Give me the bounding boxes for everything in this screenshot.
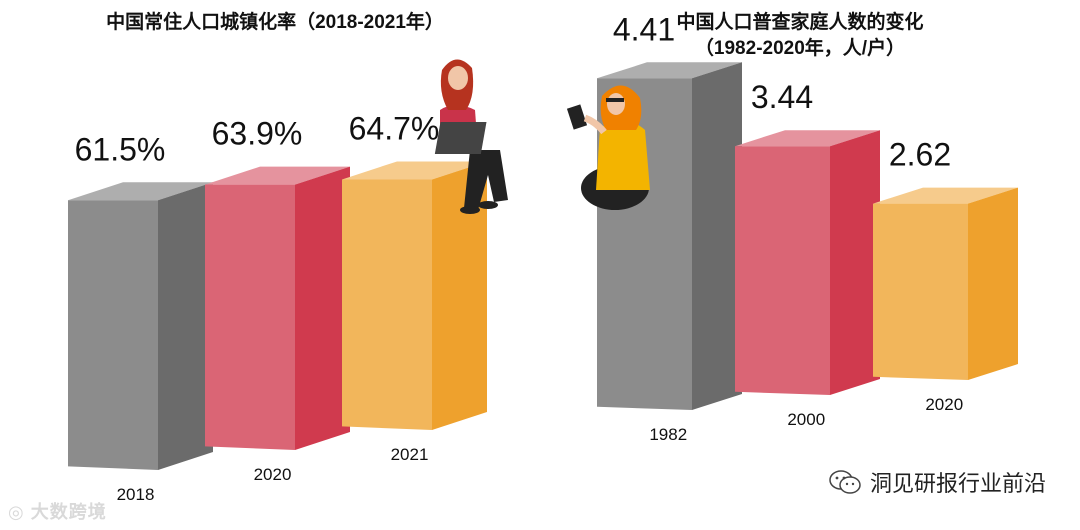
logo-icon: ◎ [8, 502, 25, 522]
category-label-urbanization-2020: 2020 [254, 465, 292, 484]
value-label-urbanization-2018: 61.5% [75, 131, 166, 167]
bar-front-face [68, 200, 158, 470]
bar-household-1982: 4.41 1982 [597, 11, 742, 444]
watermark-right-text: 洞见研报行业前沿 [869, 471, 1046, 496]
woman-laptop-illustration [434, 59, 508, 214]
chart-title-household-main: 中国人口普查家庭人数的变化 [676, 12, 924, 33]
category-label-household-2020: 2020 [925, 395, 963, 414]
category-label-household-2000: 2000 [787, 410, 825, 429]
bar-urbanization-2021: 64.7% 2021 [342, 110, 487, 464]
wechat-icon [828, 469, 862, 495]
bar-side-face [432, 161, 487, 430]
bar-front-face [735, 146, 830, 395]
bar-household-2000: 3.44 2000 [735, 79, 880, 429]
bar-top-face [873, 187, 1018, 204]
watermark-left: ◎ 大数跨境 [8, 498, 107, 524]
bar-side-face [692, 62, 742, 411]
bar-top-face [205, 166, 350, 185]
value-label-household-2020: 2.62 [889, 137, 951, 173]
value-label-urbanization-2020: 63.9% [212, 116, 303, 152]
bar-side-face [158, 182, 213, 470]
bar-top-face [68, 182, 213, 201]
bars-urbanization: 61.5% 2018 63.9% 2020 64.7% 2021 [68, 110, 487, 504]
woman-tablet-illustration [566, 85, 650, 210]
chart-title-urbanization: 中国常住人口城镇化率（2018-2021年） [106, 12, 444, 33]
bar-side-face [295, 166, 350, 450]
bar-front-face [205, 184, 295, 450]
category-label-household-1982: 1982 [649, 425, 687, 444]
bar-side-face [830, 130, 880, 395]
watermark-right: 洞见研报行业前沿 [828, 466, 1046, 498]
value-label-household-1982: 4.41 [613, 11, 675, 47]
chart-title-household: 中国人口普查家庭人数的变化 （1982-2020年，人/户） [560, 10, 1040, 62]
bar-urbanization-2018: 61.5% 2018 [68, 131, 213, 504]
bar-urbanization-2020: 63.9% 2020 [205, 116, 350, 484]
bar-front-face [873, 203, 968, 380]
category-label-urbanization-2021: 2021 [391, 445, 429, 464]
value-label-household-2000: 3.44 [751, 79, 813, 115]
bar-top-face [597, 62, 742, 79]
value-label-urbanization-2021: 64.7% [349, 110, 440, 146]
bar-front-face [342, 179, 432, 430]
bar-household-2020: 2.62 2020 [873, 137, 1018, 414]
chart-subtitle-household: （1982-2020年，人/户） [694, 38, 906, 59]
bars-household: 4.41 1982 3.44 2000 2.62 2020 [597, 11, 1018, 444]
bar-top-face [735, 130, 880, 147]
bar-side-face [968, 187, 1018, 380]
bar-top-face [342, 161, 487, 180]
watermark-left-text: 大数跨境 [30, 502, 107, 522]
category-label-urbanization-2018: 2018 [117, 485, 155, 504]
